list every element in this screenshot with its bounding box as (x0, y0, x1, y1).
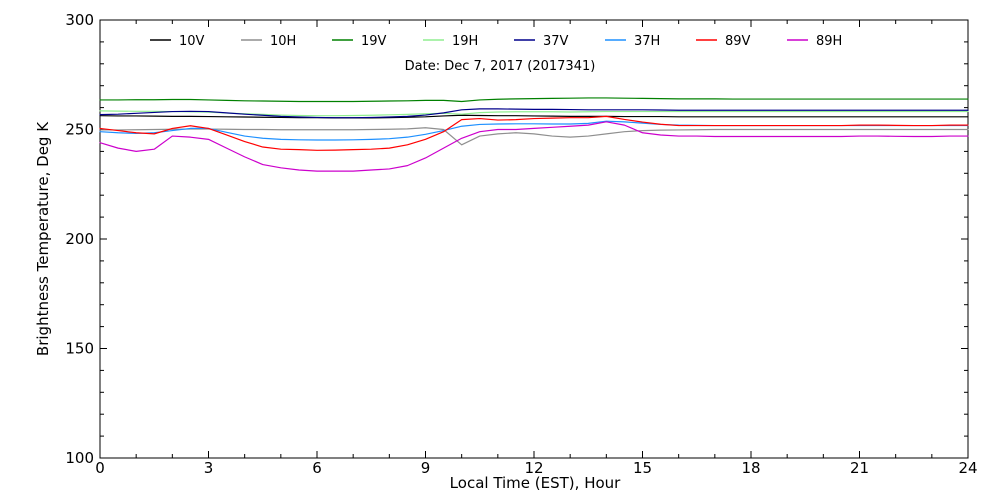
y-tick-label: 250 (65, 121, 94, 139)
data-series (99, 97, 969, 172)
series-line-89v (99, 115, 969, 151)
legend-label-10h: 10H (270, 34, 296, 49)
plot-area (99, 19, 969, 459)
y-tick-label: 200 (65, 230, 94, 248)
x-tick-label: 24 (958, 459, 977, 477)
y-axis-label: Brightness Temperature, Deg K (34, 121, 52, 356)
legend-item-89h: 89H (787, 34, 842, 49)
series-line-89h (99, 121, 969, 172)
axis-ticks: 0 3 6 9 12 15 18 21 24 100 150 200 250 300 (65, 11, 977, 477)
legend-label-37h: 37H (634, 34, 660, 49)
x-axis-label: Local Time (EST), Hour (450, 474, 621, 492)
legend-label-37v: 37V (543, 34, 569, 49)
x-tick-label: 21 (850, 459, 869, 477)
y-tick-label: 150 (65, 340, 94, 358)
legend-label-19h: 19H (452, 34, 478, 49)
legend-item-19v: 19V (332, 34, 387, 49)
series-line-10h (99, 127, 969, 146)
legend-label-89h: 89H (816, 34, 842, 49)
x-tick-label: 0 (95, 459, 105, 477)
legend: 10V 10H 19V 19H 37V 37H 89V 89H (150, 34, 842, 49)
legend-item-19h: 19H (423, 34, 478, 49)
chart-subtitle: Date: Dec 7, 2017 (2017341) (405, 59, 596, 74)
series-line-37v (99, 108, 969, 119)
x-tick-label: 15 (633, 459, 652, 477)
y-tick-label: 300 (65, 11, 94, 29)
y-tick-label: 100 (65, 449, 94, 467)
legend-item-37v: 37V (514, 34, 569, 49)
series-line-10v (99, 114, 969, 119)
legend-label-19v: 19V (361, 34, 387, 49)
x-tick-label: 3 (204, 459, 214, 477)
series-line-37h (99, 120, 969, 141)
legend-item-37h: 37H (605, 34, 660, 49)
x-tick-label: 9 (421, 459, 431, 477)
legend-item-10h: 10H (241, 34, 296, 49)
x-tick-label: 12 (524, 459, 543, 477)
legend-label-89v: 89V (725, 34, 751, 49)
x-tick-label: 18 (741, 459, 760, 477)
x-tick-label: 6 (312, 459, 322, 477)
plot-frame (99, 19, 969, 459)
legend-label-10v: 10V (179, 34, 205, 49)
legend-item-89v: 89V (696, 34, 751, 49)
series-line-19v (99, 97, 969, 103)
legend-item-10v: 10V (150, 34, 205, 49)
